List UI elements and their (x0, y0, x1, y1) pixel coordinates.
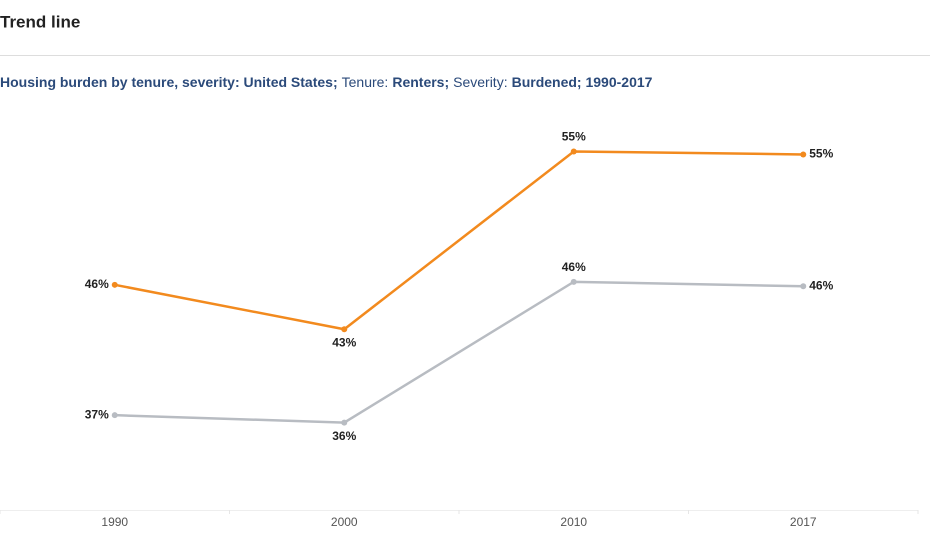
subtitle-part: Severity: (453, 74, 507, 90)
data-label: 43% (332, 335, 356, 349)
subtitle-part: Tenure: (342, 74, 389, 90)
data-label: 55% (562, 130, 586, 144)
subtitle-part: Burdened; 1990-2017 (512, 74, 653, 90)
series-line (114, 280, 804, 424)
x-tick-label: 1990 (101, 515, 128, 529)
x-tick-label: 2017 (790, 515, 817, 529)
subtitle: Housing burden by tenure, severity: Unit… (0, 74, 653, 90)
page-title: Trend line (0, 12, 80, 31)
data-label: 36% (332, 429, 356, 443)
subtitle-part: Renters; (392, 74, 449, 90)
x-tick-label: 2010 (560, 515, 587, 529)
data-label: 55% (809, 147, 833, 161)
point (111, 412, 118, 419)
subtitle-part: Housing burden by tenure, severity: Unit… (0, 74, 338, 90)
point (800, 151, 807, 158)
point (341, 326, 348, 333)
point (570, 278, 577, 285)
data-label: 46% (562, 260, 586, 274)
data-label: 37% (85, 407, 109, 421)
point (800, 283, 807, 290)
data-label: 46% (809, 278, 833, 292)
x-tick-label: 2000 (331, 515, 358, 529)
series-line (114, 150, 804, 331)
point (341, 419, 348, 426)
point (111, 281, 118, 288)
point (570, 148, 577, 155)
data-label: 46% (85, 277, 109, 291)
